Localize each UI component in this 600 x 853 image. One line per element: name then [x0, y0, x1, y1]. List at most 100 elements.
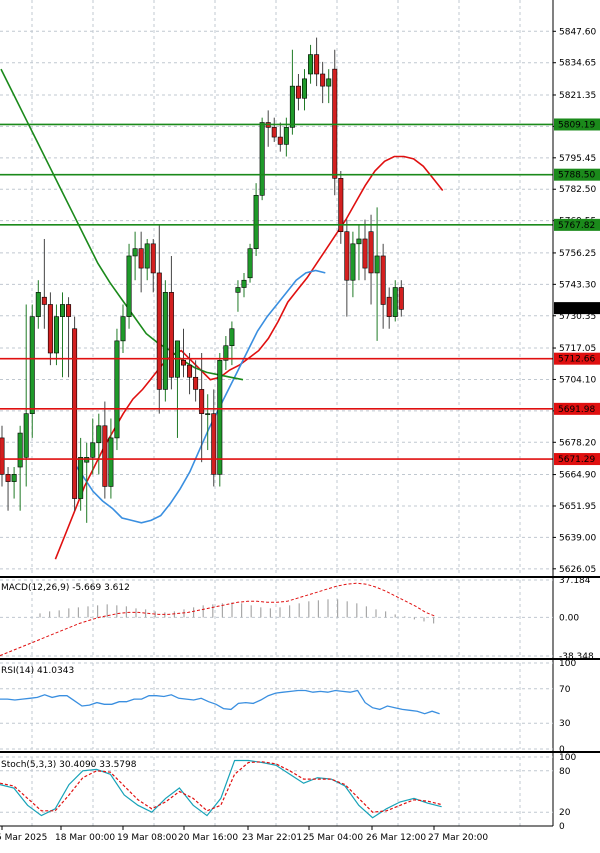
candle-body [11, 474, 17, 482]
candle-body [380, 255, 386, 305]
candle-body [301, 78, 307, 99]
moving-average-line-0 [54, 155, 444, 560]
level-label: 5671.29 [558, 455, 595, 465]
candle-body [320, 73, 326, 87]
candle-body [162, 292, 168, 390]
candle-body [241, 279, 247, 288]
level-label-box [554, 402, 600, 415]
level-label-box [554, 168, 600, 181]
candle-body [247, 248, 253, 279]
moving-average-line-1 [72, 269, 326, 524]
rsi-tick-label: 70 [559, 685, 571, 695]
candle-body [283, 127, 289, 145]
candle-body [368, 231, 374, 274]
candle-body [374, 255, 380, 274]
candle-body [344, 231, 350, 281]
price-tick-label: 5639.00 [559, 533, 596, 543]
price-tick-label: 5743.30 [559, 280, 596, 290]
candle-body [35, 292, 41, 317]
level-label-box [554, 453, 600, 466]
candle-body [326, 78, 332, 87]
candle-body [150, 243, 156, 274]
price-tick-label: 5717.05 [559, 344, 596, 354]
macd-signal-line [0, 582, 436, 657]
macd-tick-label: -38.348 [559, 652, 594, 662]
candle-body [72, 328, 78, 499]
candle-body [132, 248, 138, 257]
level-label: 5767.82 [558, 221, 595, 231]
candle-body [356, 238, 362, 245]
candle-body [398, 287, 404, 310]
rsi-title: RSI(14) 41.0343 [1, 666, 74, 676]
x-tick-label: 26 Mar 12:00 [366, 833, 426, 843]
candle-body [235, 287, 241, 293]
candle-body [0, 437, 5, 475]
candle-body [47, 304, 53, 354]
price-tick-label: 5821.35 [559, 91, 596, 101]
level-label: 5691.98 [558, 405, 595, 415]
candle-body [350, 243, 356, 281]
price-tick-label: 5756.25 [559, 249, 596, 259]
candle-body [277, 136, 283, 145]
candle-body [308, 54, 314, 75]
candle-body [29, 316, 35, 414]
price-tick-label: 5834.65 [559, 59, 596, 69]
rsi-tick-label: 30 [559, 719, 571, 729]
rsi-tick-label: 100 [559, 659, 576, 669]
candle-body [217, 359, 223, 475]
price-tick-label: 5782.50 [559, 185, 596, 195]
candle-body [199, 389, 205, 414]
x-tick-label: 27 Mar 20:00 [428, 833, 488, 843]
candle-body [271, 127, 277, 138]
x-tick-label: 25 Mar 04:00 [303, 833, 363, 843]
candle-body [386, 296, 392, 317]
level-label-box [554, 118, 600, 131]
price-tick-label: 5664.90 [559, 471, 596, 481]
candle-body [78, 457, 84, 499]
rsi-line [0, 689, 440, 715]
candle-body [392, 287, 398, 317]
price-tick-label: 5626.05 [559, 565, 596, 575]
candle-body [96, 425, 102, 444]
candle-body [193, 376, 199, 390]
candle-body [229, 328, 235, 347]
stoch-line-0 [0, 759, 442, 819]
x-tick-label: 18 Mar 00:00 [55, 833, 115, 843]
x-tick-label: 19 Mar 08:00 [117, 833, 177, 843]
candle-body [289, 85, 295, 128]
current-price-box [554, 302, 600, 315]
price-tick-label: 5704.10 [559, 375, 596, 385]
level-label: 5788.50 [558, 171, 595, 181]
stoch-tick-label: 20 [559, 808, 571, 818]
level-label: 5712.66 [558, 355, 595, 365]
candle-body [108, 437, 114, 487]
candle-body [126, 255, 132, 317]
candle-body [66, 304, 72, 317]
price-tick-label: 5730.35 [559, 312, 596, 322]
rsi-tick-label: 0 [559, 745, 565, 755]
candle-body [314, 54, 320, 75]
candle-body [90, 442, 96, 458]
candle-body [253, 195, 259, 249]
candle-body [41, 296, 47, 305]
candle-body [338, 178, 344, 232]
stoch-tick-label: 80 [559, 767, 571, 777]
candle-body [5, 474, 11, 482]
price-tick-label: 5678.20 [559, 438, 596, 448]
candle-body [23, 413, 29, 458]
candle-body [187, 364, 193, 378]
macd-tick-label: 0.00 [559, 613, 579, 623]
moving-average-line-2 [0, 68, 244, 381]
candle-body [211, 413, 217, 475]
candle-body [259, 122, 265, 196]
candle-body [120, 316, 126, 342]
stoch-tick-label: 100 [559, 753, 576, 763]
stoch-line-1 [0, 761, 442, 813]
level-label-box [554, 352, 600, 365]
x-tick-label: 20 Mar 16:00 [178, 833, 238, 843]
candle-body [156, 272, 162, 390]
macd-tick-label: 37.184 [559, 576, 591, 586]
candle-body [168, 292, 174, 378]
